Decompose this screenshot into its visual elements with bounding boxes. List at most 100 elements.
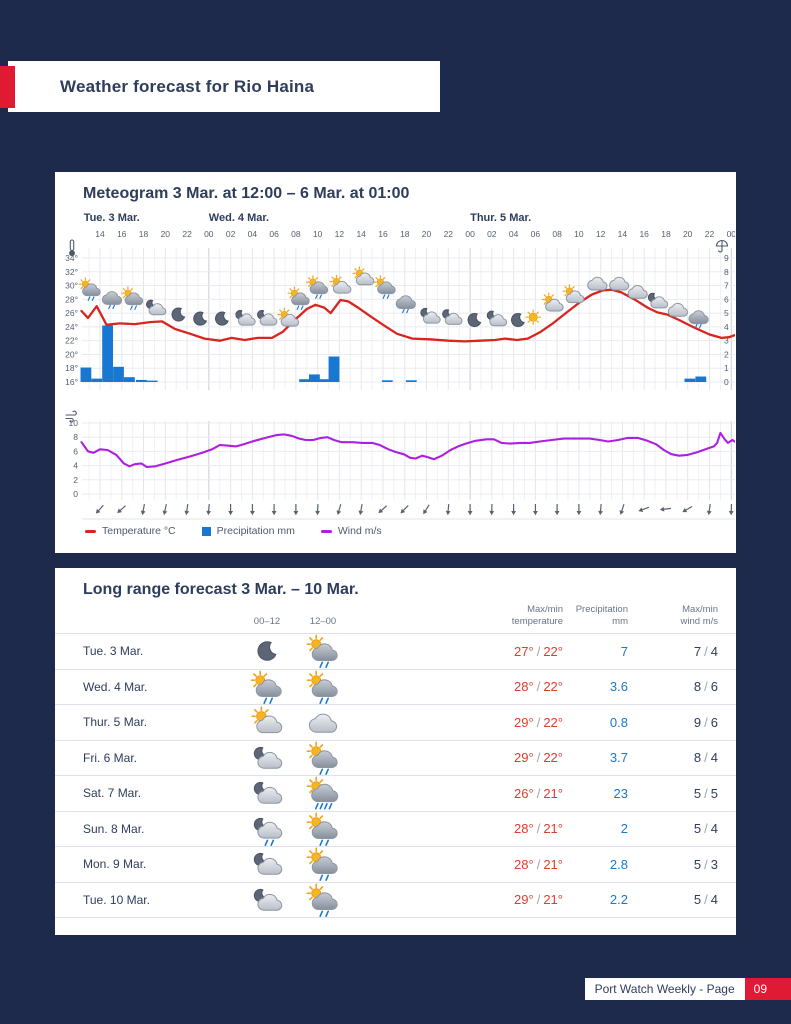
svg-text:4: 4 — [724, 322, 729, 332]
wind-max-min: 5/3 — [693, 856, 718, 872]
svg-text:20: 20 — [683, 229, 693, 239]
temperature-max-min: 29°/22° — [514, 750, 563, 766]
moon-cloud-icon — [239, 847, 295, 881]
wind-direction-arrow — [467, 504, 473, 516]
moon-cloud-icon — [258, 310, 277, 325]
cloud-icon — [610, 277, 629, 290]
temperature-max-min: 27°/22° — [514, 643, 563, 659]
sun-cloud-rain-icon — [295, 634, 351, 669]
svg-text:20°: 20° — [65, 349, 78, 359]
svg-text:26°: 26° — [65, 308, 78, 318]
svg-text:12: 12 — [596, 229, 606, 239]
svg-text:00: 00 — [204, 229, 214, 239]
legend-item-precipitation: Precipitation mm — [201, 525, 295, 537]
forecast-day-label: Mon. 9 Mar. — [83, 857, 147, 872]
svg-text:02: 02 — [226, 229, 236, 239]
moon-icon — [172, 308, 185, 321]
wind-max-min: 7/4 — [693, 643, 718, 659]
sun-cloud-icon — [277, 307, 299, 326]
header-00-12: 00–12 — [253, 616, 281, 628]
forecast-day-label: Wed. 4 Mar. — [83, 679, 148, 694]
moon-cloud-icon — [443, 310, 462, 325]
long-range-table-header: 00–12 12–00 Max/min temperature Precipit… — [55, 604, 736, 632]
svg-text:7: 7 — [724, 281, 729, 291]
svg-text:16°: 16° — [65, 377, 78, 387]
sun-cloud-rain-icon — [78, 277, 100, 302]
svg-text:6: 6 — [73, 446, 78, 456]
moon-icon — [216, 312, 229, 325]
moon-icon — [468, 313, 481, 326]
wind-direction-arrow — [423, 504, 430, 515]
cloud-icon — [628, 286, 647, 299]
precipitation-value: 2 — [620, 821, 628, 837]
page-header-band: Weather forecast for Rio Haina — [8, 61, 440, 112]
sun-cloud-rain-icon — [295, 741, 351, 775]
forecast-row: Sat. 7 Mar. 26°/21° 23 5/5 — [55, 775, 736, 811]
wind-direction-arrow — [576, 504, 582, 516]
wind-direction-arrow — [511, 504, 516, 516]
long-range-table-rows: Tue. 3 Mar. 27°/22° 7 7/4 Wed. 4 Mar. 28°/22°… — [55, 633, 736, 918]
svg-text:06: 06 — [269, 229, 279, 239]
sun-cloud-rain-icon — [239, 670, 295, 704]
temperature-max-min: 28°/22° — [514, 679, 563, 695]
forecast-day-label: Sun. 8 Mar. — [83, 821, 145, 836]
svg-text:04: 04 — [509, 229, 519, 239]
wind-direction-arrow — [728, 503, 734, 516]
umbrella-icon — [715, 240, 729, 253]
svg-text:18: 18 — [661, 229, 671, 239]
precipitation-value: 7 — [620, 643, 628, 659]
cloud-rain-icon — [102, 292, 121, 310]
page-footer: Port Watch Weekly - Page 09 — [584, 978, 791, 1000]
wind-direction-arrow — [445, 503, 451, 516]
footer-label: Port Watch Weekly - Page — [584, 978, 745, 1000]
cloud-icon — [295, 705, 351, 739]
wind-direction-arrow — [489, 503, 495, 516]
wind-direction-arrow — [336, 504, 342, 515]
precipitation-value: 3.6 — [609, 679, 628, 695]
svg-text:28°: 28° — [65, 294, 78, 304]
legend-item-temperature: Temperature °C — [85, 525, 176, 537]
long-range-panel: Long range forecast 3 Mar. – 10 Mar. 00–… — [55, 568, 736, 935]
forecast-row: Sun. 8 Mar. 28°/21° 2 5/4 — [55, 810, 736, 847]
wind-direction-arrow — [378, 505, 388, 514]
wind-direction-arrow — [162, 503, 168, 516]
wind-direction-arrow — [95, 504, 104, 514]
wind-direction-arrow — [598, 503, 603, 516]
moon-cloud-icon — [487, 311, 506, 326]
temperature-max-min: 29°/22° — [514, 714, 563, 730]
svg-text:18: 18 — [400, 229, 410, 239]
moon-cloud-icon — [648, 293, 667, 308]
svg-text:Tue. 3 Mar.: Tue. 3 Mar. — [84, 212, 140, 224]
forecast-row: Fri. 6 Mar. 29°/22° 3.7 8/4 — [55, 739, 736, 776]
moon-icon — [194, 312, 207, 325]
moon-cloud-rain-icon — [239, 812, 295, 846]
meteogram-chart: Tue. 3 Mar. Wed. 4 Mar. Thur. 5 Mar. 14 16 18… — [58, 208, 736, 520]
sun-cloud-icon — [562, 284, 584, 303]
wind-max-min: 5/5 — [693, 785, 718, 801]
meteogram-panel: Meteogram 3 Mar. at 12:00 – 6 Mar. at 01… — [55, 172, 736, 553]
wind-direction-arrow — [659, 506, 672, 512]
svg-text:18: 18 — [139, 229, 149, 239]
header-12-00: 12–00 — [309, 616, 337, 628]
header-precipitation: Precipitation mm — [575, 604, 628, 628]
wind-direction-arrow — [706, 503, 712, 516]
page-title: Weather forecast for Rio Haina — [60, 76, 315, 96]
svg-text:16: 16 — [639, 229, 649, 239]
wind-direction-arrow — [228, 504, 233, 516]
moon-cloud-icon — [239, 741, 295, 775]
cloud-rain-icon — [689, 311, 708, 329]
moon-icon — [239, 634, 295, 668]
forecast-row: Wed. 4 Mar. 28°/22° 3.6 8/6 — [55, 668, 736, 705]
svg-text:5: 5 — [724, 308, 729, 318]
svg-text:00: 00 — [465, 229, 475, 239]
temperature-max-min: 29°/21° — [514, 892, 563, 907]
svg-text:04: 04 — [248, 229, 258, 239]
moon-cloud-icon — [421, 308, 440, 323]
forecast-day-label: Fri. 6 Mar. — [83, 750, 138, 765]
wind-direction-arrow — [250, 504, 255, 516]
precipitation-value: 3.7 — [609, 750, 628, 766]
wind-max-min: 5/4 — [693, 892, 718, 907]
svg-text:08: 08 — [552, 229, 562, 239]
svg-text:2: 2 — [73, 475, 78, 485]
sun-cloud-rain-icon — [373, 275, 395, 299]
